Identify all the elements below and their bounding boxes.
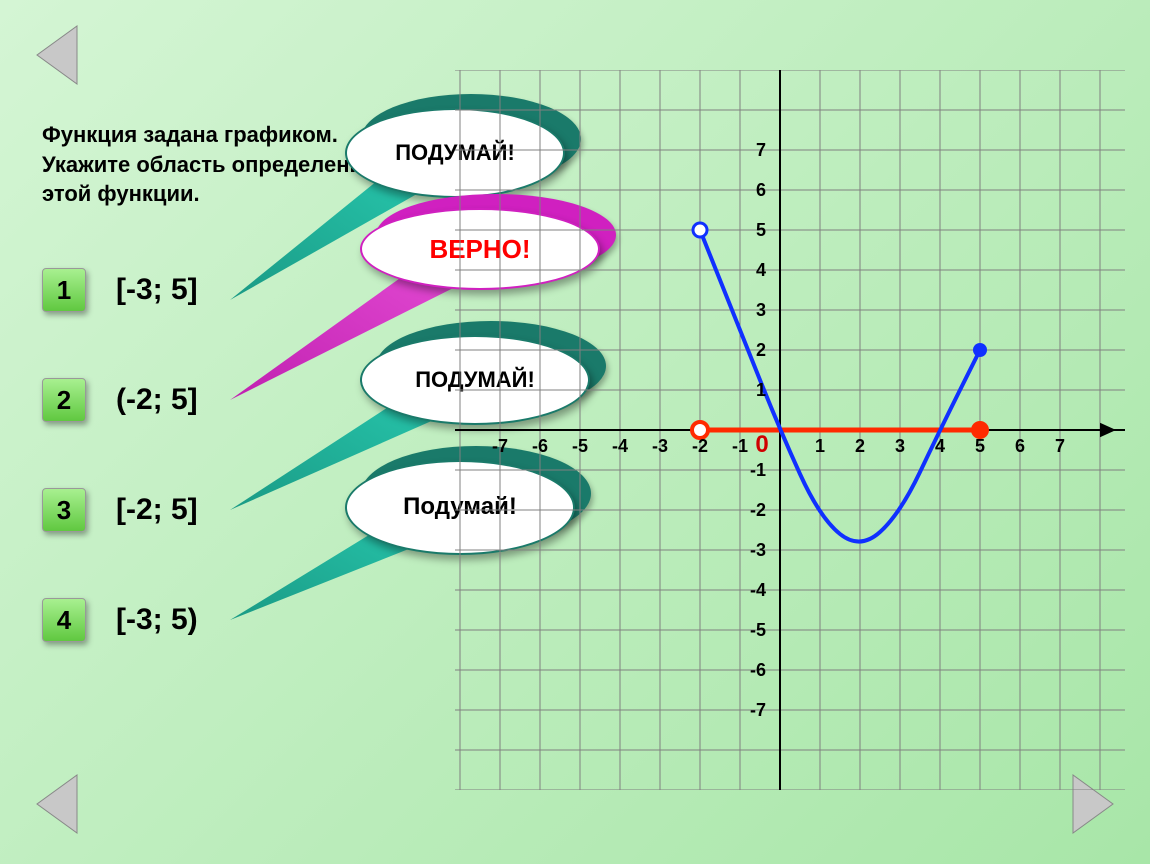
chart-svg: -7 -6 -5 -4 -3 -2 -1 1 2 3 4 5 6 7 1 2 3 4 5 6 7 -1 -2 -3 -4 -5 -6… xyxy=(455,70,1125,790)
svg-text:6: 6 xyxy=(1015,436,1025,456)
question-line2: Укажите область определения xyxy=(42,152,376,177)
svg-text:-4: -4 xyxy=(612,436,628,456)
answer-button-3[interactable]: 3 xyxy=(42,488,86,532)
svg-text:-7: -7 xyxy=(750,700,766,720)
svg-text:-5: -5 xyxy=(750,620,766,640)
svg-text:-1: -1 xyxy=(732,436,748,456)
answer-label-2: (-2; 5] xyxy=(116,383,198,417)
svg-text:-6: -6 xyxy=(750,660,766,680)
answer-row-2: 2 (-2; 5] xyxy=(42,378,198,422)
answer-button-4[interactable]: 4 xyxy=(42,598,86,642)
svg-text:7: 7 xyxy=(1055,436,1065,456)
question-line1: Функция задана графиком. xyxy=(42,122,338,147)
chart: -7 -6 -5 -4 -3 -2 -1 1 2 3 4 5 6 7 1 2 3 4 5 6 7 -1 -2 -3 -4 -5 -6… xyxy=(455,70,1125,790)
svg-text:2: 2 xyxy=(855,436,865,456)
svg-text:-1: -1 xyxy=(750,460,766,480)
svg-text:-7: -7 xyxy=(492,436,508,456)
answer-button-2[interactable]: 2 xyxy=(42,378,86,422)
svg-text:-4: -4 xyxy=(750,580,766,600)
answer-label-4: [-3; 5) xyxy=(116,603,198,637)
svg-text:0: 0 xyxy=(755,431,768,458)
answer-row-1: 1 [-3; 5] xyxy=(42,268,198,312)
svg-text:5: 5 xyxy=(756,220,766,240)
question-text: Функция задана графиком. Укажите область… xyxy=(42,120,376,209)
svg-text:-3: -3 xyxy=(750,540,766,560)
svg-text:5: 5 xyxy=(975,436,985,456)
svg-text:-2: -2 xyxy=(692,436,708,456)
answer-row-3: 3 [-2; 5] xyxy=(42,488,198,532)
answer-button-1[interactable]: 1 xyxy=(42,268,86,312)
svg-text:4: 4 xyxy=(935,436,945,456)
svg-text:-2: -2 xyxy=(750,500,766,520)
svg-text:2: 2 xyxy=(756,340,766,360)
svg-text:3: 3 xyxy=(756,300,766,320)
svg-text:-5: -5 xyxy=(572,436,588,456)
answer-row-4: 4 [-3; 5) xyxy=(42,598,198,642)
nav-prev-button[interactable] xyxy=(25,769,95,839)
svg-text:-6: -6 xyxy=(532,436,548,456)
svg-text:1: 1 xyxy=(815,436,825,456)
svg-text:3: 3 xyxy=(895,436,905,456)
nav-back-button[interactable] xyxy=(25,20,95,90)
question-line3: этой функции. xyxy=(42,181,200,206)
answer-label-1: [-3; 5] xyxy=(116,273,198,307)
answer-label-3: [-2; 5] xyxy=(116,493,198,527)
svg-text:1: 1 xyxy=(756,380,766,400)
svg-text:6: 6 xyxy=(756,180,766,200)
svg-text:4: 4 xyxy=(756,260,766,280)
svg-text:-3: -3 xyxy=(652,436,668,456)
svg-text:7: 7 xyxy=(756,140,766,160)
